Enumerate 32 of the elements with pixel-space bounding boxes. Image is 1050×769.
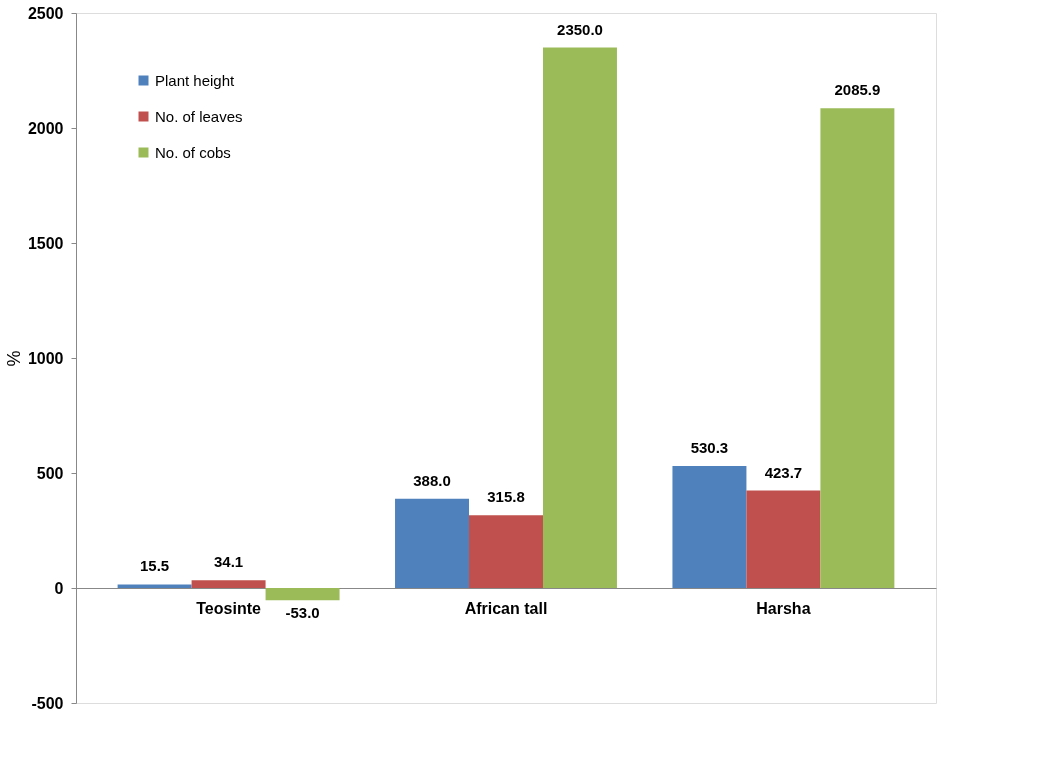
data-label: 2085.9 [834, 81, 881, 99]
bar [265, 588, 340, 601]
y-tick-label: 0 [54, 579, 64, 597]
data-label: 34.1 [213, 553, 244, 571]
y-tick-label: 2500 [27, 4, 64, 22]
bar [117, 584, 192, 588]
y-tick-label: 500 [36, 464, 64, 482]
y-axis-title: % [3, 350, 24, 367]
bar [395, 498, 470, 588]
legend-label: No. of leaves [155, 107, 243, 125]
data-label: 530.3 [690, 439, 729, 457]
legend-label: Plant height [155, 71, 236, 89]
data-label: 315.8 [487, 488, 525, 506]
bar [672, 466, 747, 588]
data-label: 423.7 [764, 463, 803, 481]
x-tick-label: African tall [464, 599, 548, 617]
bar [469, 515, 543, 588]
data-label: 15.5 [140, 557, 170, 575]
data-label: 2350.0 [557, 20, 603, 38]
bar [542, 47, 617, 588]
data-label: 388.0 [413, 471, 451, 489]
y-tick-label: 1000 [27, 349, 64, 367]
y-tick-label: 2000 [27, 119, 64, 137]
legend-label: No. of cobs [155, 143, 231, 161]
y-tick-label: 1500 [27, 234, 64, 252]
bar [191, 580, 266, 588]
data-label: -53.0 [285, 604, 320, 622]
bar [820, 108, 895, 588]
bar [746, 490, 821, 588]
x-tick-label: Harsha [756, 599, 811, 617]
y-tick-label: -500 [31, 694, 64, 712]
x-tick-label: Teosinte [196, 599, 261, 617]
